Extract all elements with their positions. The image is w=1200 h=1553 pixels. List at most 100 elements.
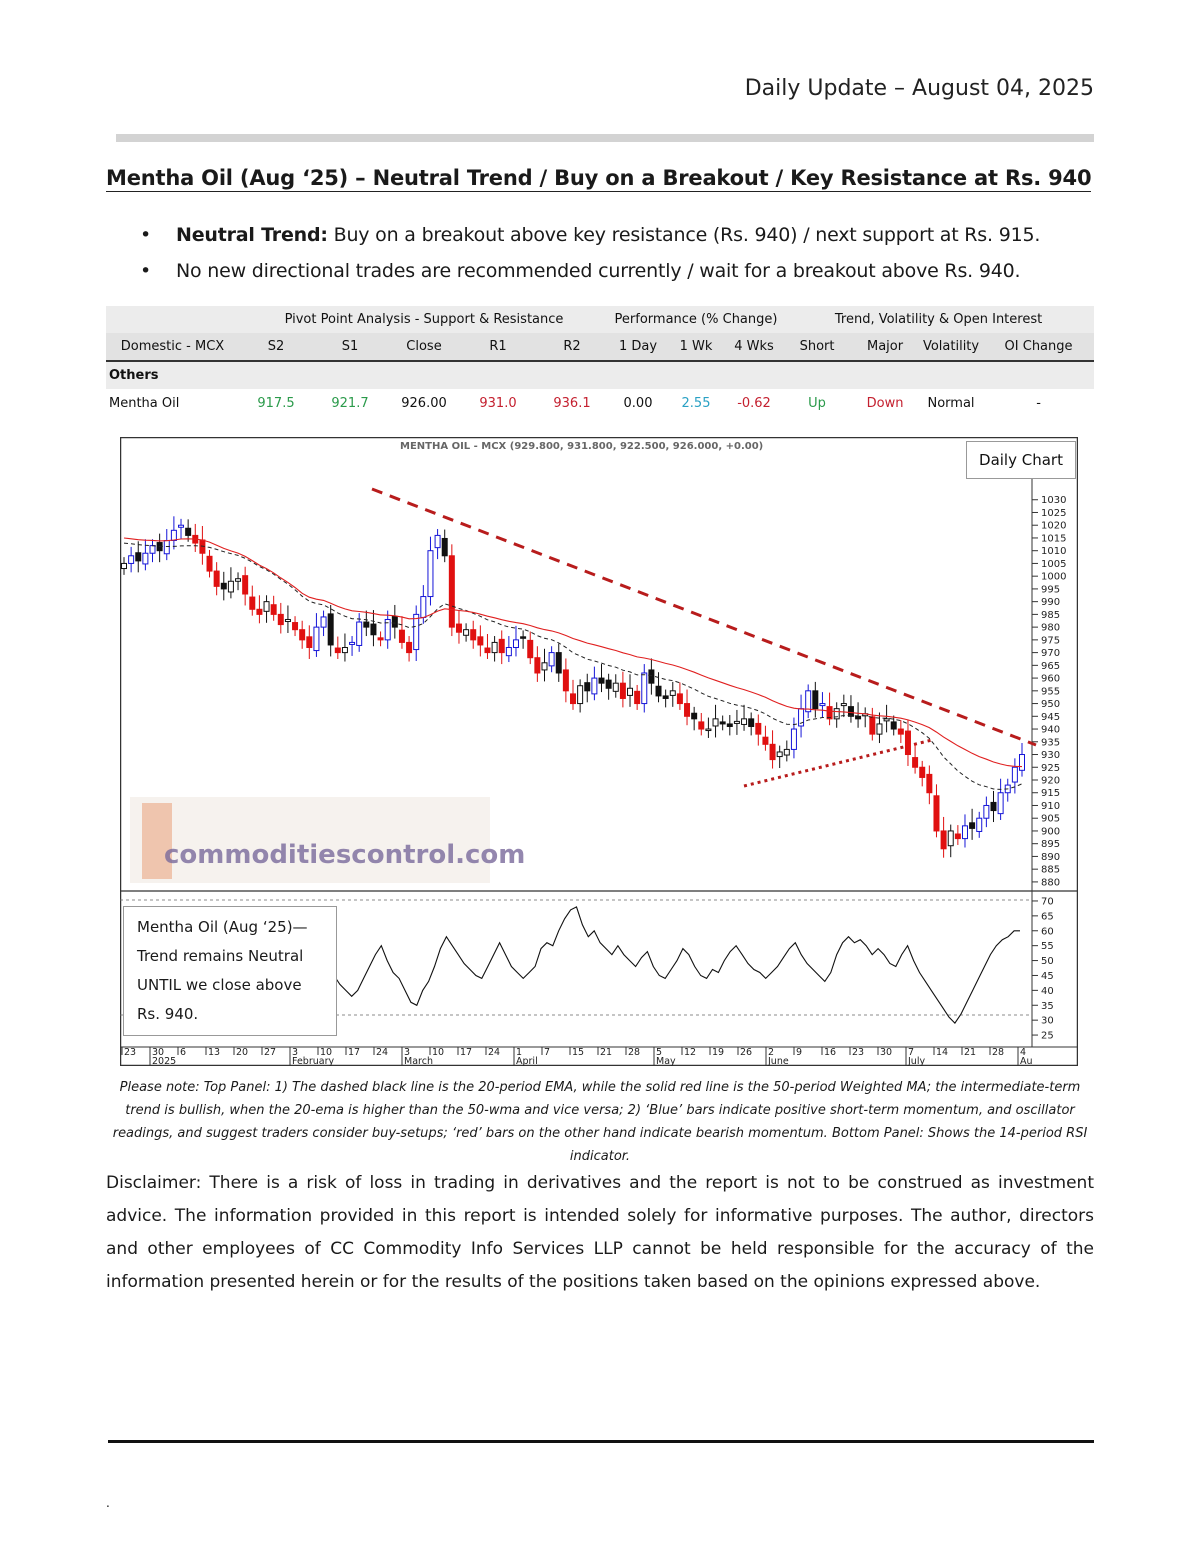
time-tick-label: 24 [376,1047,388,1058]
bullet-text: Buy on a breakout above key resistance (… [327,224,1041,246]
candle-body [441,537,448,557]
watermark-text: commoditiescontrol.com [164,840,525,870]
price-tick-label: 1025 [1041,508,1066,519]
candle-body [833,708,840,720]
candle-body [634,690,641,705]
table-cell: Up [808,395,826,411]
candle-body [819,703,826,707]
note-line: Rs. 940. [137,1005,199,1023]
candle-body [655,685,662,697]
time-tick-label: 26 [740,1047,752,1058]
daily-chart-label: Daily Chart [966,441,1076,479]
price-tick-label: 880 [1041,877,1060,888]
time-tick-label: 7 [908,1047,914,1058]
price-tick-label: 970 [1041,648,1060,659]
chart-title: MENTHA OIL - MCX (929.800, 931.800, 922.… [400,441,763,452]
watermark-bg [130,797,490,883]
time-tick-label: 2 [768,1047,774,1058]
candle-body [292,622,299,631]
month-label: June [767,1056,789,1066]
time-tick-label: 20 [236,1047,248,1058]
candle-body [427,550,434,598]
candle-body [463,629,470,636]
time-tick-label: 4 [1020,1047,1026,1058]
candle-body [676,693,683,705]
group-performance: Performance (% Change) [609,306,784,333]
price-tick-label: 955 [1041,686,1060,697]
candle-body [876,723,883,735]
candle-body [783,748,790,756]
candle-body [612,682,619,692]
month-label: April [516,1056,538,1066]
candle-body [883,718,890,722]
time-tick-label: 13 [208,1047,220,1058]
candle-body [242,575,249,595]
table-cell: Down [866,395,904,411]
candle-body [969,822,976,829]
candle-body [954,833,961,840]
chart-note-text: Mentha Oil (Aug ‘25)— Trend remains Neut… [124,907,336,1029]
candle-body [669,690,676,696]
candle-body [327,613,334,646]
time-tick-label: 12 [684,1047,696,1058]
price-tick-label: 1030 [1041,495,1066,506]
time-tick-label: 19 [712,1047,724,1058]
chart-note-box: Mentha Oil (Aug ‘25)— Trend remains Neut… [123,906,337,1036]
candle-body [961,825,968,840]
candle-body [448,555,455,628]
time-tick-label: 17 [460,1047,472,1058]
candle-body [762,736,769,745]
table-cell: 917.5 [257,395,295,411]
candle-body [855,715,862,720]
price-tick-label: 985 [1041,610,1060,621]
candle-body [741,718,748,725]
table-row: Mentha Oil 917.5 921.7 926.00 931.0 936.… [106,389,1094,417]
bullet-bold: Neutral Trend: [176,224,328,246]
candle-body [698,721,705,730]
candle-body [641,672,648,705]
candle-body [541,662,548,671]
price-tick-label: 885 [1041,865,1060,876]
group-empty [106,306,239,333]
time-tick-label: 28 [992,1047,1004,1058]
candle-body [484,647,491,654]
candle-body [940,830,947,850]
candle-body [719,721,726,725]
candle-body [1019,754,1025,771]
candle-body [341,647,348,654]
time-tick-label: 27 [264,1047,276,1058]
candle-body [277,613,284,626]
candle-body [983,804,990,819]
resistance-trendline [371,487,1037,747]
month-label: July [907,1056,925,1066]
price-tick-label: 935 [1041,737,1060,748]
candle-body [790,728,797,750]
candle-body [605,679,612,689]
price-tick-label: 920 [1041,775,1060,786]
candle-body [548,652,555,667]
candle-body [691,712,698,720]
column-header: 1 Day [609,333,667,362]
group-trend: Trend, Volatility & Open Interest [783,306,1095,333]
month-label: May [656,1056,676,1066]
candle-body [769,743,776,761]
candle-body [185,527,192,536]
candle-body [826,706,833,720]
column-header: S2 [239,333,313,362]
price-tick-label: 890 [1041,852,1060,863]
wma50-line [123,537,1023,768]
note-line: Mentha Oil (Aug ‘25)— [137,918,308,936]
candle-body [648,669,655,684]
candle-body [733,720,740,724]
price-tick-label: 990 [1041,597,1060,608]
candle-body [598,677,605,684]
time-tick-label: 15 [572,1047,584,1058]
time-axis: 23 30 6 13 20 27 3 10 17 24 3 10 17 24 1 7 15 21 28 5 12 19 26… [121,1047,1033,1066]
candle-body [398,629,405,643]
time-tick-label: 23 [852,1047,864,1058]
column-header: 4 Wks [725,333,784,362]
candle-body [619,682,626,699]
price-tick-label: 950 [1041,699,1060,710]
candle-body [847,706,854,717]
bullet-dot: • [140,260,152,282]
